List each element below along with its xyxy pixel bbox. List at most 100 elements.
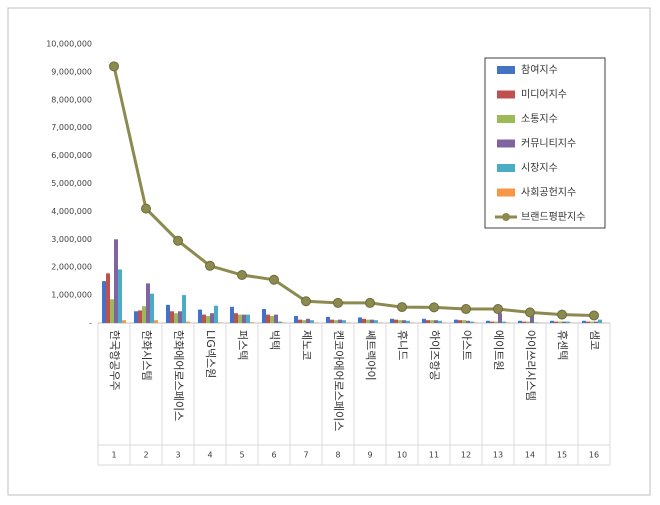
x-tick-label: 한화시스템 <box>140 330 153 381</box>
bar <box>178 311 182 323</box>
line-marker <box>109 61 119 72</box>
bar <box>310 320 314 323</box>
bar <box>390 318 394 323</box>
category-number: 6 <box>271 451 276 460</box>
y-tick-label: 7,000,000 <box>51 123 92 132</box>
category-number: 13 <box>493 451 503 460</box>
line-marker <box>301 296 311 307</box>
category-number: 7 <box>303 451 308 460</box>
y-tick-label: 6,000,000 <box>51 151 92 160</box>
x-tick-label: 아이쓰리시스템 <box>524 330 537 401</box>
bar <box>554 321 558 323</box>
bar <box>534 322 538 323</box>
bar <box>406 320 410 323</box>
bar <box>494 321 498 323</box>
bar <box>314 322 318 323</box>
bar <box>470 321 474 323</box>
y-tick-label: 9,000,000 <box>51 67 92 76</box>
bar <box>134 311 138 323</box>
bar <box>362 318 366 323</box>
bar <box>490 321 494 323</box>
x-tick-label: 휴니드 <box>396 330 409 360</box>
legend-label: 참여지수 <box>521 64 558 76</box>
y-tick-label: - <box>89 319 92 328</box>
bar <box>170 311 174 323</box>
line-marker <box>461 304 471 315</box>
bar <box>214 305 218 323</box>
bar <box>174 313 178 323</box>
bar <box>270 316 274 323</box>
y-tick-label: 1,000,000 <box>51 291 92 300</box>
bar <box>274 314 278 323</box>
category-number: 14 <box>525 451 535 460</box>
bar <box>302 320 306 323</box>
bar <box>262 309 266 323</box>
category-number: 11 <box>429 451 439 460</box>
bar <box>338 319 342 323</box>
bar <box>142 306 146 323</box>
bar <box>410 322 414 323</box>
bar <box>342 320 346 323</box>
line-marker <box>397 302 407 313</box>
bar <box>230 306 234 323</box>
bar <box>434 320 438 323</box>
category-number: 2 <box>143 451 148 460</box>
y-tick-label: 8,000,000 <box>51 95 92 104</box>
bar <box>474 322 478 323</box>
y-tick-label: 5,000,000 <box>51 179 92 188</box>
bar <box>394 319 398 323</box>
bar <box>506 322 510 323</box>
x-tick-label: 에이트원 <box>492 330 505 370</box>
bar <box>598 319 602 323</box>
bar <box>334 320 338 323</box>
bar <box>366 319 370 323</box>
legend-swatch <box>497 164 515 172</box>
legend-label: 브랜드평판지수 <box>521 211 585 223</box>
bar <box>210 313 214 323</box>
bar <box>102 281 106 323</box>
x-tick-label: 쎄트렉아이 <box>364 330 377 381</box>
bar <box>594 321 598 323</box>
bar <box>122 320 126 323</box>
x-tick-label: 빅텍 <box>268 330 281 350</box>
legend-label: 시장지수 <box>521 162 558 174</box>
bar <box>218 322 222 323</box>
bar <box>282 322 286 323</box>
legend-swatch <box>497 139 515 148</box>
bar <box>138 310 142 323</box>
bar <box>550 320 554 323</box>
line-marker <box>205 260 215 271</box>
category-number: 16 <box>589 451 599 460</box>
line-marker <box>333 297 343 308</box>
bar <box>558 321 562 323</box>
legend-label: 커뮤니티지수 <box>521 138 576 150</box>
line-marker <box>269 274 279 285</box>
bar <box>306 318 310 323</box>
category-number: 15 <box>557 451 567 460</box>
line-marker <box>525 307 535 318</box>
bar <box>402 320 406 323</box>
bar <box>518 320 522 323</box>
x-tick-label: 휴센텍 <box>556 330 569 360</box>
line-marker <box>557 309 567 320</box>
bar <box>246 314 250 323</box>
line-marker <box>365 297 375 308</box>
bar <box>498 313 502 323</box>
legend-swatch <box>497 188 515 197</box>
bar <box>154 320 158 323</box>
bar <box>590 321 594 323</box>
legend-swatch <box>497 66 515 74</box>
bar <box>278 321 282 323</box>
legend-swatch <box>497 115 515 123</box>
legend-label: 사회공헌지수 <box>521 187 576 199</box>
line-marker <box>141 203 151 214</box>
category-number: 12 <box>461 451 471 460</box>
bar <box>110 299 114 323</box>
category-number: 4 <box>207 451 212 460</box>
bar <box>330 319 334 323</box>
legend-label: 미디어지수 <box>521 89 567 101</box>
bar <box>298 319 302 323</box>
bar <box>150 293 154 323</box>
bar <box>146 283 150 323</box>
y-tick-label: 2,000,000 <box>51 263 92 272</box>
